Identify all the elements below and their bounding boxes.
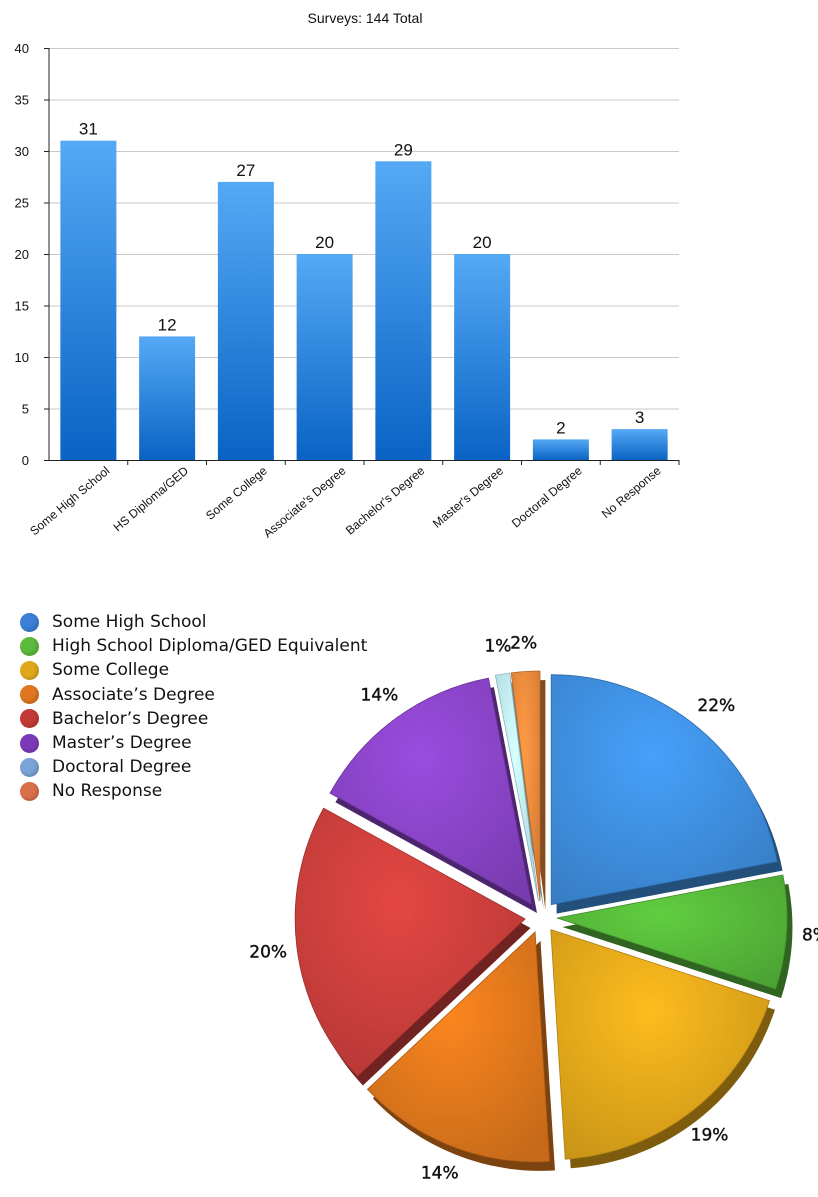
- y-tick-label: 25: [15, 196, 29, 211]
- pie-slice: [556, 874, 788, 990]
- pie-slice: [510, 670, 541, 902]
- y-tick-label: 15: [15, 299, 29, 314]
- y-tick-label: 0: [22, 453, 29, 468]
- pie-percent-label: 19%: [691, 1125, 729, 1145]
- legend-item: Bachelor’s Degree: [20, 707, 367, 731]
- pie-slice: [494, 672, 539, 902]
- pie-percent-label: 2%: [510, 634, 537, 654]
- bar-value-label: 31: [79, 120, 98, 139]
- bar: [532, 439, 589, 460]
- bar: [375, 161, 432, 461]
- legend-swatch: [20, 685, 39, 705]
- legend-swatch: [20, 612, 39, 632]
- legend-item: Doctoral Degree: [20, 755, 367, 779]
- bar: [139, 336, 196, 460]
- legend-swatch: [20, 757, 39, 777]
- y-axis-ticks: 0 5 10 15 20 25 30 35 40: [15, 41, 49, 468]
- pie-percent-label: 22%: [697, 696, 735, 716]
- bar-value-label: 2: [556, 418, 565, 437]
- y-tick-label: 30: [15, 144, 29, 159]
- bar-value-label: 3: [635, 408, 644, 427]
- legend-label: Bachelor’s Degree: [52, 708, 209, 729]
- bar: [296, 254, 353, 460]
- legend-swatch: [20, 636, 39, 656]
- pie-percent-label: 8%: [802, 925, 818, 945]
- bar: [611, 429, 668, 460]
- bar: [217, 181, 274, 460]
- pie-slice: [366, 931, 550, 1163]
- legend-item: Associate’s Degree: [20, 683, 367, 707]
- y-tick-label: 20: [15, 247, 29, 262]
- legend-item: No Response: [20, 779, 367, 803]
- bar-chart: Surveys: 144 Total 0 5 10 15 20 25 30 35 40 31 12…: [15, 10, 680, 541]
- pie-percent-label: 14%: [421, 1164, 459, 1184]
- bars: [60, 140, 668, 461]
- pie-percent-label: 20%: [249, 942, 287, 962]
- pie-slice: [550, 929, 771, 1160]
- legend-item: High School Diploma/GED Equivalent: [20, 634, 367, 658]
- legend-label: Doctoral Degree: [52, 757, 192, 778]
- legend-label: No Response: [52, 781, 163, 802]
- legend-item: Some High School: [20, 610, 367, 634]
- pie-percent-label: 14%: [360, 686, 398, 706]
- legend-label: Master’s Degree: [52, 733, 192, 754]
- pie-slice: [294, 807, 526, 1078]
- bar-value-labels: 31 12 27 20 29 20 2 3: [79, 120, 644, 438]
- bar-value-label: 27: [236, 161, 255, 180]
- legend-swatch: [20, 660, 39, 680]
- pie-slices: [294, 670, 793, 1171]
- pie-percent-labels: 22% 8% 19% 14% 20% 14% 1%2%: [249, 633, 818, 1184]
- bar-value-label: 20: [473, 233, 492, 252]
- y-tick-label: 35: [15, 93, 29, 108]
- pie-percent-label: 1%: [484, 636, 511, 656]
- legend-item: Master’s Degree: [20, 731, 367, 755]
- pie-legend: Some High School High School Diploma/GED …: [20, 610, 367, 804]
- legend-item: Some College: [20, 658, 367, 682]
- legend-label: Some High School: [52, 612, 207, 633]
- y-tick-label: 10: [15, 350, 29, 365]
- bar-value-label: 12: [158, 315, 177, 334]
- bar: [60, 140, 117, 460]
- legend-swatch: [20, 733, 39, 753]
- y-tick-label: 40: [15, 41, 29, 56]
- pie-slice: [550, 674, 778, 906]
- legend-label: Associate’s Degree: [52, 684, 215, 705]
- gridlines: [49, 48, 679, 410]
- bar: [454, 254, 511, 460]
- bar-value-label: 20: [315, 233, 334, 252]
- legend-swatch: [20, 781, 39, 801]
- legend-label: Some College: [52, 660, 170, 681]
- bar-value-label: 29: [394, 140, 413, 159]
- y-tick-label: 5: [22, 402, 29, 417]
- legend-swatch: [20, 709, 39, 729]
- chart-title: Surveys: 144 Total: [308, 10, 423, 26]
- pie-slice: [329, 677, 533, 905]
- legend-label: High School Diploma/GED Equivalent: [52, 636, 368, 657]
